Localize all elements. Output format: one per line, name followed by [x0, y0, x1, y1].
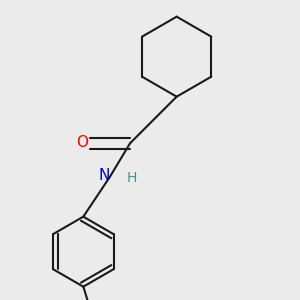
Text: H: H	[127, 171, 137, 185]
Text: O: O	[76, 135, 88, 150]
Text: N: N	[98, 167, 110, 182]
